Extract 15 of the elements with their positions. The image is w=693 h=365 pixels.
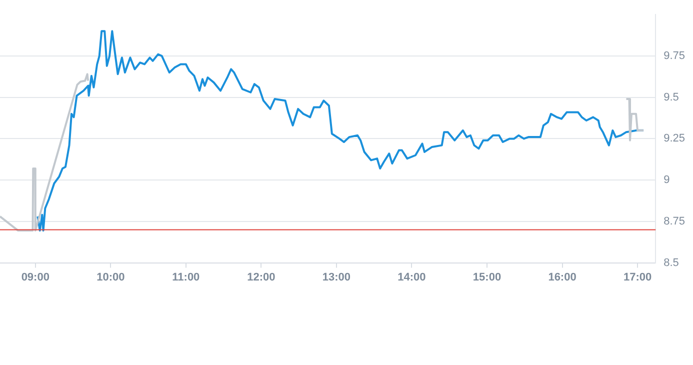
x-tick-label: 12:00 bbox=[247, 271, 276, 284]
x-tick-label: 15:00 bbox=[472, 271, 502, 284]
y-tick-label: 8.5 bbox=[664, 256, 679, 269]
x-tick-label: 17:00 bbox=[623, 271, 652, 284]
x-tick-label: 10:00 bbox=[96, 271, 125, 284]
y-tick-label: 9.75 bbox=[664, 50, 686, 62]
x-tick-label: 13:00 bbox=[322, 271, 351, 284]
y-tick-label: 9.25 bbox=[664, 132, 686, 145]
y-tick-label: 9.5 bbox=[664, 91, 679, 104]
x-tick-label: 16:00 bbox=[548, 271, 576, 284]
y-tick-label: 8.75 bbox=[664, 215, 686, 228]
x-tick-label: 14:00 bbox=[398, 271, 426, 284]
x-tick-label: 09:00 bbox=[21, 271, 50, 284]
x-tick-label: 11:00 bbox=[172, 271, 200, 284]
y-tick-label: 9 bbox=[664, 174, 670, 186]
